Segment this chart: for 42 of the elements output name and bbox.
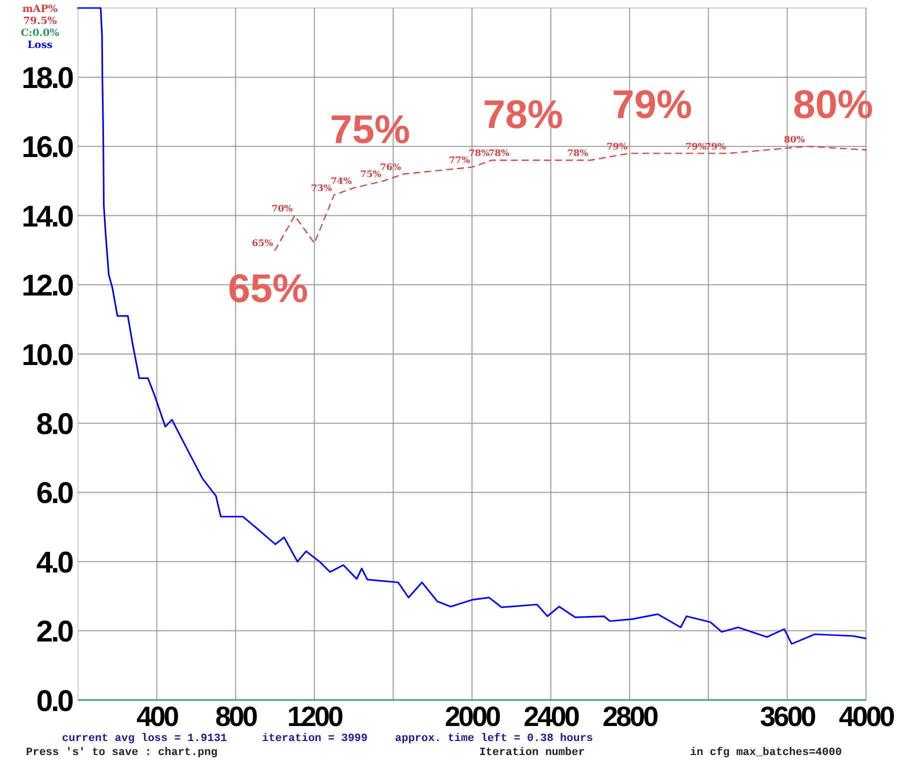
data-label: 78% — [488, 149, 510, 160]
text: 79.5% — [23, 16, 58, 27]
text: Press 's' to save : chart.png — [26, 747, 218, 759]
y-tick-label: 10.0 — [22, 338, 74, 372]
data-label: 78% — [567, 149, 589, 160]
y-tick-label: 12.0 — [22, 270, 74, 303]
text: in cfg max_batches=4000 — [690, 746, 842, 759]
x-tick-label: 3600 — [760, 701, 816, 732]
text: C:0.0% — [20, 28, 60, 39]
x-tick-label: 2400 — [524, 701, 580, 732]
text: mAP% — [22, 4, 58, 15]
x-tick-label: 1200 — [287, 701, 343, 732]
data-label: 73% — [311, 184, 333, 194]
text: Loss — [28, 40, 53, 51]
y-tick-label: 6.0 — [36, 477, 74, 510]
x-tick-label: 2800 — [602, 701, 658, 732]
y-tick-label: 0.0 — [36, 684, 74, 718]
x-tick-label: 800 — [215, 701, 258, 732]
x-tick-label: 400 — [136, 701, 179, 732]
x-tick-label: 4000 — [838, 701, 895, 732]
data-label: 77% — [448, 156, 470, 166]
x-tick-label: 2000 — [444, 701, 501, 732]
y-tick-label: 2.0 — [36, 616, 74, 649]
y-tick-label: 4.0 — [36, 546, 74, 580]
data-label: 75% — [360, 170, 382, 180]
data-label: 78% — [468, 149, 490, 160]
data-label: 70% — [272, 204, 294, 215]
data-label: 65% — [252, 239, 274, 250]
data-label: 79% — [705, 142, 727, 152]
data-label: 79% — [606, 142, 628, 152]
y-tick-label: 16.0 — [22, 131, 74, 164]
data-label: 76% — [380, 163, 402, 174]
x-axis-title: Iteration number — [479, 747, 585, 759]
y-tick-label: 18.0 — [22, 62, 74, 95]
text: current avg loss = 1.9131 — [62, 733, 228, 745]
text: iteration = 3999 — [262, 733, 368, 745]
text: approx. time left = 0.38 hours — [395, 732, 594, 745]
data-label: 74% — [330, 176, 352, 187]
data-label: 80% — [784, 135, 806, 146]
y-tick-label: 8.0 — [36, 408, 74, 441]
data-label: 79% — [685, 142, 707, 152]
y-tick-label: 14.0 — [22, 200, 74, 234]
